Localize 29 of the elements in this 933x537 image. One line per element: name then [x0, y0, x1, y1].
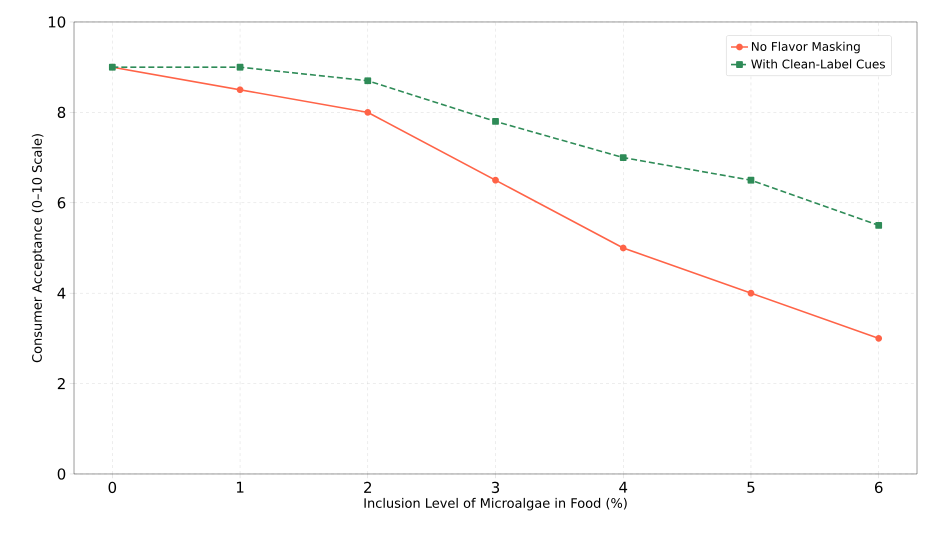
y-tick-label: 0 [58, 468, 66, 480]
point [492, 118, 499, 125]
x-tick-label: 6 [874, 482, 882, 494]
x-tick-label: 4 [619, 482, 628, 493]
x-tick-label: 2 [364, 482, 372, 493]
y-tick-label: 4 [57, 288, 66, 299]
point [875, 222, 882, 229]
x-axis-title: Inclusion Level of Microalgae in Food (%) [364, 498, 627, 510]
y-tick-label: 10 [48, 16, 66, 28]
point [620, 154, 627, 161]
legend-label: With Clean-Label Cues [751, 59, 885, 69]
point [364, 108, 372, 116]
point [236, 64, 244, 71]
x-tick-label: 0 [108, 482, 116, 494]
y-tick-label: 2 [58, 378, 65, 390]
x-tick-label: 3 [492, 482, 500, 494]
point [748, 290, 754, 297]
y-tick-label: 6 [58, 197, 66, 208]
x-tick-label: 1 [236, 482, 244, 493]
y-tick-label: 8 [58, 106, 66, 118]
point [620, 244, 627, 252]
legend-label: No Flavor Masking [752, 42, 860, 54]
point [875, 334, 882, 342]
x-tick-label: 5 [747, 482, 754, 493]
point [492, 176, 499, 184]
point [364, 77, 372, 84]
point [236, 86, 244, 94]
point [748, 176, 754, 184]
y-axis-title: Consumer Acceptance (0–10 Scale) [32, 134, 44, 362]
